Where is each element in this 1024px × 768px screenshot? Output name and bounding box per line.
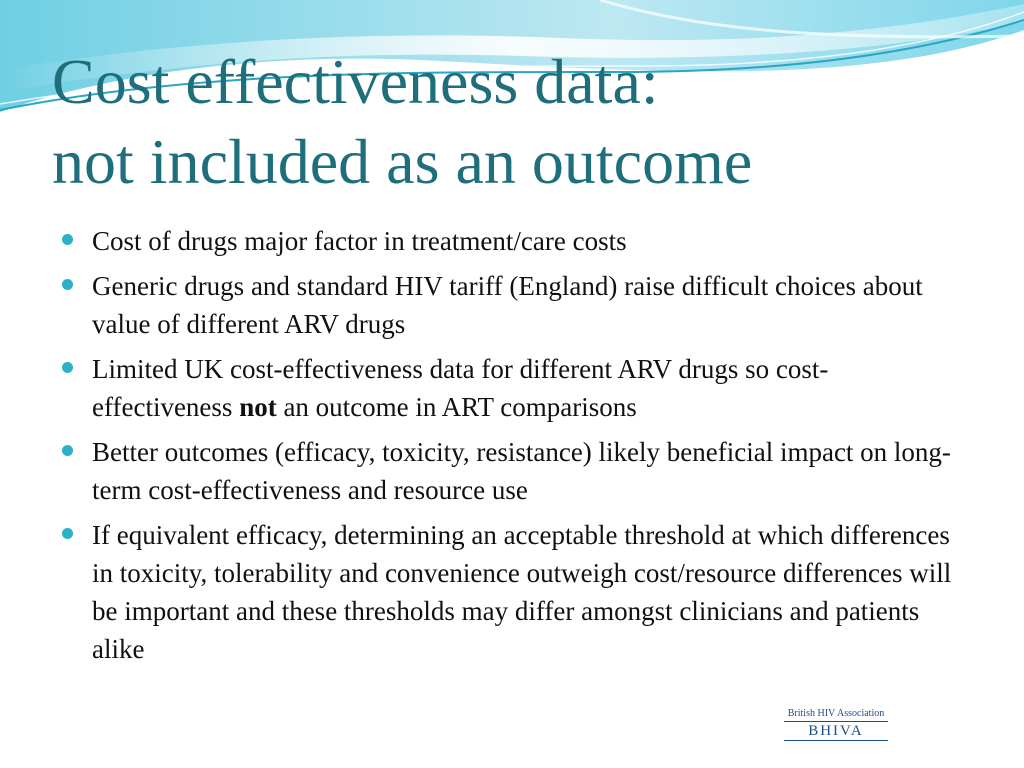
list-item: Cost of drugs major factor in treatment/…: [60, 222, 960, 260]
list-item: Better outcomes (efficacy, toxicity, res…: [60, 433, 960, 509]
bullet-text-before: Limited UK cost-effectiveness data for d…: [92, 354, 829, 422]
list-item: Limited UK cost-effectiveness data for d…: [60, 350, 960, 426]
bullet-list: Cost of drugs major factor in treatment/…: [60, 222, 960, 675]
bullet-icon: [62, 528, 73, 539]
bullet-text: Better outcomes (efficacy, toxicity, res…: [92, 437, 951, 505]
bullet-text: Cost of drugs major factor in treatment/…: [92, 226, 627, 256]
bullet-text-bold: not: [239, 392, 277, 422]
slide-title-line-2: not included as an outcome: [52, 126, 753, 197]
bhiva-logo: British HIV Association BHIVA: [784, 708, 888, 756]
slide-title-line-1: Cost effectiveness data:: [52, 46, 659, 117]
bullet-icon: [62, 234, 73, 245]
slide-title: Cost effectiveness data: not included as…: [52, 42, 992, 202]
bullet-icon: [62, 362, 73, 373]
list-item: If equivalent efficacy, determining an a…: [60, 516, 960, 668]
bullet-text-after: an outcome in ART comparisons: [276, 392, 637, 422]
bullet-icon: [62, 279, 73, 290]
bullet-text: Generic drugs and standard HIV tariff (E…: [92, 271, 923, 339]
bullet-icon: [62, 445, 73, 456]
logo-organisation-name: British HIV Association: [784, 708, 888, 722]
list-item: Generic drugs and standard HIV tariff (E…: [60, 267, 960, 343]
bullet-text: If equivalent efficacy, determining an a…: [92, 520, 952, 664]
logo-acronym: BHIVA: [784, 722, 888, 741]
header-wave-decoration: [0, 0, 1024, 112]
